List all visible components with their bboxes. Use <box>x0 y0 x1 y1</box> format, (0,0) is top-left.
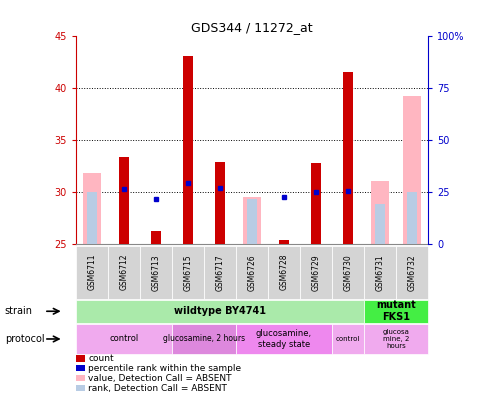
Text: control: control <box>109 335 138 343</box>
Text: GSM6729: GSM6729 <box>311 254 320 291</box>
Text: rank, Detection Call = ABSENT: rank, Detection Call = ABSENT <box>88 384 226 392</box>
Text: glucosamine,
steady state: glucosamine, steady state <box>255 329 311 348</box>
Text: mutant
FKS1: mutant FKS1 <box>375 301 415 322</box>
Bar <box>87 192 97 244</box>
Text: GSM6717: GSM6717 <box>215 254 224 291</box>
Bar <box>183 56 192 244</box>
Bar <box>374 204 384 244</box>
Bar <box>310 164 320 244</box>
Text: glucosamine, 2 hours: glucosamine, 2 hours <box>163 335 244 343</box>
Bar <box>119 157 128 244</box>
Text: value, Detection Call = ABSENT: value, Detection Call = ABSENT <box>88 374 231 383</box>
Text: GSM6730: GSM6730 <box>343 254 352 291</box>
Title: GDS344 / 11272_at: GDS344 / 11272_at <box>191 21 312 34</box>
Bar <box>370 181 388 244</box>
Bar <box>402 96 420 244</box>
Text: wildtype BY4741: wildtype BY4741 <box>173 306 265 316</box>
Bar <box>243 197 260 244</box>
Text: GSM6711: GSM6711 <box>87 254 96 291</box>
Text: percentile rank within the sample: percentile rank within the sample <box>88 364 241 373</box>
Bar <box>343 72 352 244</box>
Text: protocol: protocol <box>5 334 44 344</box>
Text: GSM6712: GSM6712 <box>119 254 128 291</box>
Text: count: count <box>88 354 113 363</box>
Text: GSM6713: GSM6713 <box>151 254 160 291</box>
Text: GSM6732: GSM6732 <box>407 254 415 291</box>
Text: GSM6726: GSM6726 <box>247 254 256 291</box>
Text: GSM6715: GSM6715 <box>183 254 192 291</box>
Bar <box>215 162 224 244</box>
Bar <box>246 199 256 244</box>
Text: glucosa
mine, 2
hours: glucosa mine, 2 hours <box>382 329 408 349</box>
Bar <box>279 240 288 244</box>
Bar <box>151 231 160 244</box>
Text: GSM6728: GSM6728 <box>279 254 288 291</box>
Text: control: control <box>335 336 359 342</box>
Text: strain: strain <box>5 306 33 316</box>
Bar <box>83 173 101 244</box>
Bar <box>406 192 416 244</box>
Text: GSM6731: GSM6731 <box>375 254 384 291</box>
